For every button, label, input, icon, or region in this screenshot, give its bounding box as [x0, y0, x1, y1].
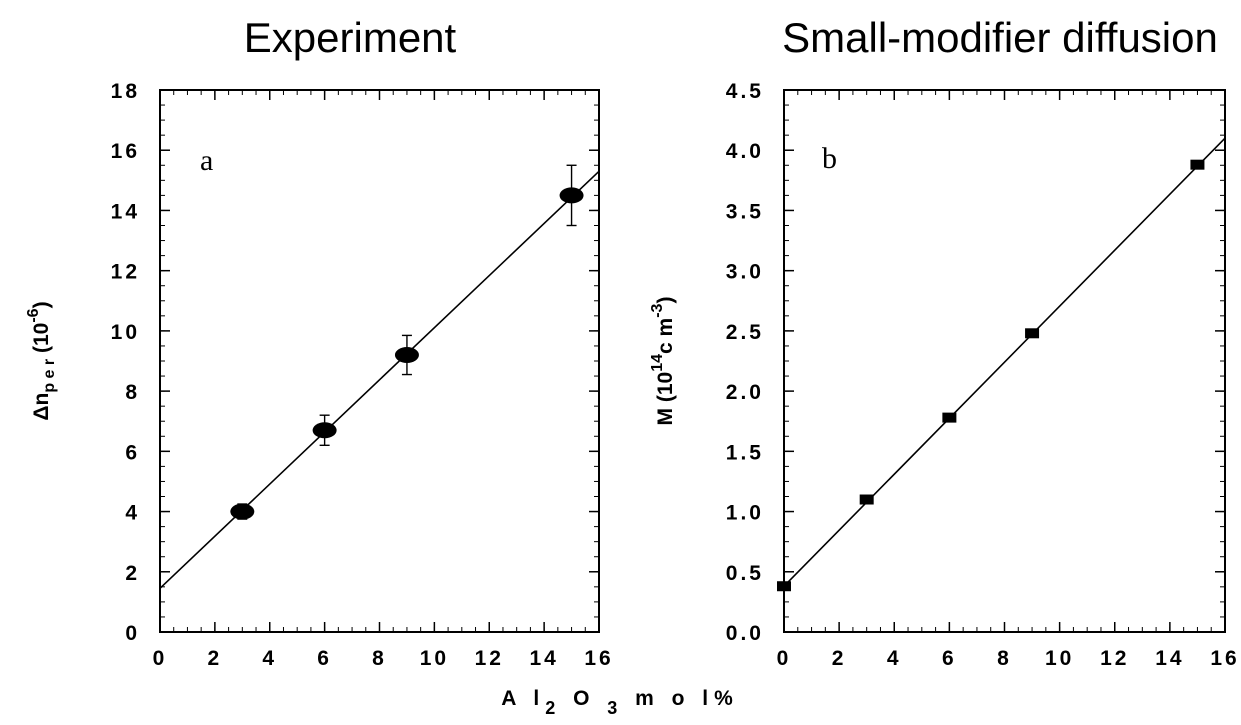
panel-b: Small-modifier diffusion 0 2 4 6 8 10 12 14 16 0.0…	[649, 14, 1239, 670]
plot-frame	[159, 89, 600, 633]
y-label-part: -6	[25, 308, 42, 322]
y-tick-label: 1.5	[726, 441, 764, 464]
data-point	[942, 412, 957, 423]
x-tick-label: 14	[529, 647, 558, 670]
x-tick-label: 4	[887, 647, 902, 670]
y-tick-label: 12	[111, 261, 140, 284]
x-tick-label: 0	[777, 647, 792, 670]
panel-letter: a	[200, 144, 213, 177]
x-tick-label: 6	[317, 647, 332, 670]
data-point	[559, 187, 584, 204]
xlabel-sub-2: 2	[545, 698, 561, 718]
y-label-part: -3	[649, 303, 666, 317]
x-tick-label: 10	[1045, 647, 1074, 670]
x-tick-label: 14	[1155, 647, 1184, 670]
y-tick-label: 14	[111, 200, 140, 223]
x-tick-label: 4	[262, 647, 277, 670]
x-tick-label: 2	[208, 647, 223, 670]
data-point	[312, 422, 337, 439]
x-tick-label: 8	[997, 647, 1012, 670]
chart-title: Small-modifier diffusion	[782, 14, 1218, 61]
x-tick-label: 10	[420, 647, 449, 670]
xlabel-sub-3: 3	[607, 698, 623, 718]
xlabel-part-1: A l	[501, 687, 545, 710]
panel-letter: b	[822, 142, 837, 175]
y-label-part: )	[30, 301, 53, 308]
x-tick-label: 0	[153, 647, 168, 670]
y-label-part: 0	[654, 372, 677, 384]
x-tick-label: 16	[1210, 647, 1239, 670]
data-point	[777, 581, 791, 592]
y-tick-label: 0	[125, 622, 140, 645]
xlabel-part-3: O	[561, 687, 607, 710]
xlabel-part-unit: m o l%	[623, 687, 739, 710]
chart-title: Experiment	[244, 14, 457, 61]
x-tick-label: 12	[475, 647, 504, 670]
y-tick-label: 2.5	[726, 321, 764, 344]
data-point	[1025, 328, 1040, 339]
plot-frame	[783, 89, 1226, 633]
y-tick-label: 10	[111, 321, 140, 344]
y-tick-label: 4	[125, 502, 140, 525]
x-tick-label: 8	[372, 647, 387, 670]
x-tick-label: 16	[584, 647, 613, 670]
y-tick-label: 1.0	[726, 502, 764, 525]
y-label-part: c m	[654, 318, 677, 354]
y-label-part: )	[654, 297, 677, 304]
fit-line	[783, 137, 1226, 587]
y-axis-label: M (1014c m-3)	[649, 297, 677, 426]
y-tick-label: 18	[111, 80, 140, 103]
y-tick-label: 3.5	[726, 200, 764, 223]
y-axis-label: Δnp e r (10-6)	[25, 301, 58, 420]
data-point	[859, 494, 874, 505]
y-tick-label: 2	[125, 562, 140, 585]
x-tick-label: 12	[1100, 647, 1129, 670]
y-tick-label: 8	[125, 381, 140, 404]
y-tick-label: 6	[125, 441, 140, 464]
data-point	[394, 346, 419, 363]
y-label-part: M (1	[654, 383, 677, 425]
y-label-part: 14	[649, 354, 666, 372]
x-tick-label: 6	[942, 647, 957, 670]
fit-line	[159, 170, 600, 589]
y-tick-label: 0.5	[726, 562, 764, 585]
shared-x-axis-label: A l2 O 3 m o l%	[501, 687, 739, 718]
y-label-part: Δn	[30, 393, 53, 421]
y-tick-label: 0.0	[726, 622, 764, 645]
panel-a: Experiment 0 2 4 6 8 10 12 14 16 0 2 4 6 8 10 12 14 16 18 Δn…	[25, 14, 613, 670]
y-label-part: p e r	[41, 359, 58, 393]
y-tick-label: 4.0	[726, 140, 764, 163]
y-tick-label: 2.0	[726, 381, 764, 404]
x-tick-label: 2	[832, 647, 847, 670]
y-label-part: (1	[30, 334, 53, 359]
y-tick-label: 16	[111, 140, 140, 163]
data-point	[1190, 159, 1205, 170]
y-label-part: 0	[30, 323, 53, 335]
y-tick-label: 3.0	[726, 261, 764, 284]
y-tick-label: 4.5	[726, 80, 764, 103]
data-point	[230, 503, 255, 520]
